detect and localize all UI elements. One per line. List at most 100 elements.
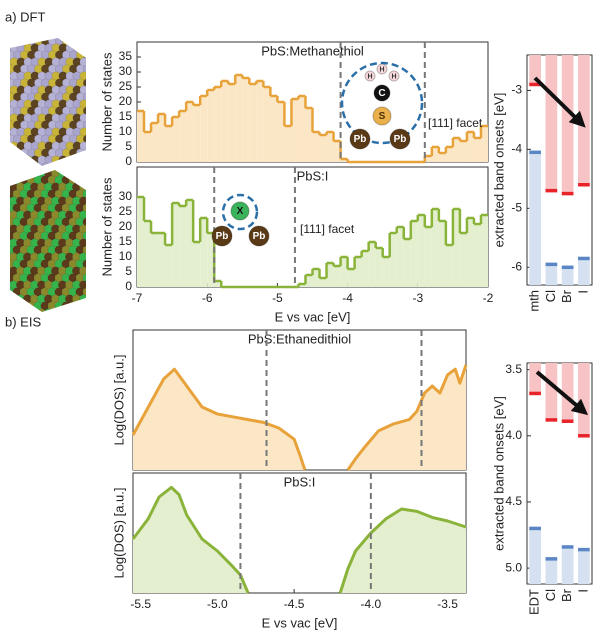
atom-sphere <box>83 162 91 170</box>
y-tick-label: 5.0 <box>505 560 522 574</box>
histogram-bar <box>221 81 228 162</box>
y-tick-label: 10 <box>119 249 133 263</box>
y-tick-label: -6 <box>511 259 522 273</box>
atom-sphere <box>90 302 98 310</box>
y-tick-label: 5 <box>125 139 132 153</box>
nanocrystal-image <box>2 162 98 317</box>
atom-sphere <box>62 162 70 170</box>
histogram-bar <box>320 278 327 287</box>
histogram-bar <box>383 257 390 287</box>
x-tick-label: -3.5 <box>437 597 458 611</box>
histogram-bar <box>193 105 200 162</box>
histogram-bar <box>179 111 186 162</box>
atom-label: H <box>367 73 372 80</box>
histogram-bar <box>249 84 256 162</box>
y-tick-label: 25 <box>119 79 133 93</box>
atom-sphere <box>90 65 98 73</box>
histogram-bar <box>270 96 277 162</box>
x-tick-label: -7 <box>132 291 143 305</box>
atom-sphere <box>76 163 84 171</box>
atom-label: Pb <box>216 231 229 242</box>
atom-sphere <box>90 288 98 296</box>
atom-sphere <box>79 295 87 303</box>
atom-sphere <box>69 163 77 171</box>
atom-sphere <box>83 163 91 171</box>
atom-sphere <box>2 169 10 177</box>
y-tick-label: -5 <box>511 201 522 215</box>
atom-sphere <box>10 156 18 164</box>
category-label: mth <box>527 290 542 312</box>
atom-sphere <box>2 281 10 289</box>
atom-sphere <box>66 30 74 38</box>
atom-sphere <box>3 44 11 52</box>
atom-sphere <box>13 37 21 45</box>
histogram-bar <box>474 224 481 287</box>
atom-sphere <box>69 162 77 170</box>
atom-sphere <box>90 176 98 184</box>
atom-sphere <box>90 274 98 282</box>
atom-sphere <box>16 169 24 177</box>
atom-sphere <box>86 211 94 219</box>
atom-sphere <box>90 79 98 87</box>
histogram-bar <box>179 206 186 287</box>
y-tick-label: 0 <box>125 154 132 168</box>
valence-band-bar <box>578 550 590 584</box>
atom-sphere <box>72 169 80 177</box>
atom-sphere <box>65 309 73 317</box>
atom-sphere <box>6 163 14 171</box>
valence-band-bar <box>562 547 574 584</box>
atom-sphere <box>80 156 88 164</box>
histogram-bar <box>404 239 411 287</box>
category-label: Br <box>559 289 574 303</box>
chart-title: PbS:I <box>284 474 316 489</box>
category-label: EDT <box>527 589 542 615</box>
atom-sphere <box>51 309 59 317</box>
atom-sphere <box>90 190 98 198</box>
atom-sphere <box>86 253 94 261</box>
histogram-bar <box>320 135 327 162</box>
y-tick-label: -3 <box>511 83 522 97</box>
atom-sphere <box>3 72 11 80</box>
atom-sphere <box>69 302 77 310</box>
atom-sphere <box>6 176 14 184</box>
atom-sphere <box>13 302 21 310</box>
histogram-bar <box>165 126 172 162</box>
x-tick-label: -5.5 <box>130 597 151 611</box>
atom-sphere <box>59 30 67 38</box>
y-axis-label: Number of states <box>99 52 114 151</box>
atom-label: H <box>391 73 396 80</box>
atom-sphere <box>86 197 94 205</box>
atom-sphere <box>20 37 28 45</box>
chart-title: PbS:Methanethiol <box>261 43 364 58</box>
atom-sphere <box>86 169 94 177</box>
atom-sphere <box>65 169 73 177</box>
atom-sphere <box>48 163 56 171</box>
atom-sphere <box>13 162 21 170</box>
histogram-bar <box>256 81 263 162</box>
atom-sphere <box>3 156 11 164</box>
category-label: Cl <box>543 290 558 302</box>
atom-sphere <box>90 107 98 115</box>
valence-band-bar <box>546 264 558 285</box>
atom-sphere <box>87 100 95 108</box>
x-tick-label: -6 <box>202 291 213 305</box>
atom-sphere <box>87 30 95 38</box>
atom-sphere <box>83 37 91 45</box>
atom-sphere <box>31 30 39 38</box>
panel-label: b) EIS <box>5 314 41 329</box>
valence-band-bar <box>546 559 558 584</box>
histogram-bar <box>200 96 207 162</box>
atom-sphere <box>55 163 63 171</box>
atom-sphere <box>52 30 60 38</box>
atom-sphere <box>90 37 98 45</box>
histogram-bar <box>460 233 467 287</box>
atom-sphere <box>2 183 10 191</box>
x-tick-label: -3 <box>412 291 423 305</box>
atom-sphere <box>24 30 32 38</box>
atom-label: Pb <box>394 134 407 145</box>
atom-sphere <box>90 260 98 268</box>
figure: a) DFT b) EIS PbS:MethanethiolNumber of … <box>0 0 603 643</box>
atom-sphere <box>2 211 10 219</box>
histogram-bar <box>242 78 249 162</box>
histogram-bar <box>334 266 341 287</box>
